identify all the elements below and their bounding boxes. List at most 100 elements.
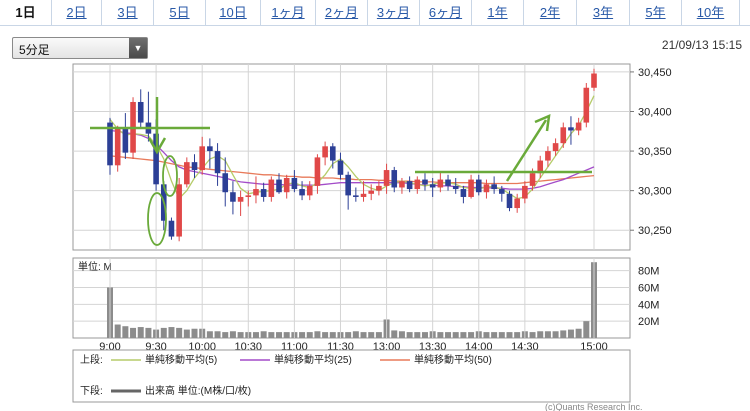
volume-bar bbox=[414, 332, 421, 338]
tab-13[interactable]: 10年 bbox=[682, 0, 740, 25]
candle-body bbox=[529, 173, 536, 186]
tab-9[interactable]: 1年 bbox=[472, 0, 524, 25]
tab-2[interactable]: 3日 bbox=[102, 0, 154, 25]
volume-y-tick-label: 80M bbox=[638, 266, 659, 278]
volume-bar bbox=[529, 332, 536, 338]
volume-bar bbox=[252, 332, 259, 338]
candle-body bbox=[214, 151, 221, 174]
candle-body bbox=[591, 73, 597, 88]
tab-12[interactable]: 5年 bbox=[630, 0, 682, 25]
candle-body bbox=[499, 189, 505, 194]
volume-bar bbox=[260, 331, 267, 338]
volume-bar bbox=[245, 332, 252, 338]
volume-bar bbox=[137, 327, 144, 338]
price-y-tick-label: 30,450 bbox=[638, 67, 672, 79]
tab-6[interactable]: 2ヶ月 bbox=[316, 0, 368, 25]
volume-chart: 80M 60M 40M 20M 単位: M 9:00 9:30 10:00 10:30 11:00… bbox=[72, 257, 659, 353]
price-plot-frame bbox=[72, 63, 631, 251]
ma5-line bbox=[109, 95, 595, 200]
candle-body bbox=[575, 122, 582, 131]
chevron-down-icon: ▼ bbox=[129, 38, 147, 58]
candle-body bbox=[245, 195, 252, 197]
x-tick-label: 13:00 bbox=[373, 341, 401, 353]
candle-body bbox=[314, 157, 321, 186]
volume-bar bbox=[160, 327, 167, 338]
volume-bar bbox=[483, 332, 490, 338]
volume-bar bbox=[398, 331, 405, 338]
volume-bar bbox=[445, 332, 452, 338]
candle-body bbox=[276, 179, 282, 193]
candle-body bbox=[460, 189, 467, 197]
candle-body bbox=[322, 146, 328, 158]
x-tick-label: 11:30 bbox=[327, 341, 354, 353]
volume-y-tick-label: 20M bbox=[638, 316, 659, 328]
candle-body bbox=[475, 179, 482, 193]
volume-y-tick-label: 60M bbox=[638, 282, 659, 294]
candle-body bbox=[176, 184, 182, 237]
candle-body bbox=[491, 184, 497, 190]
tab-0[interactable]: 1日 bbox=[0, 0, 52, 25]
volume-bar bbox=[145, 327, 152, 338]
volume-bar bbox=[460, 332, 467, 338]
x-tick-label: 15:00 bbox=[580, 341, 608, 353]
volume-bar bbox=[475, 331, 482, 338]
candle-body bbox=[268, 179, 275, 197]
tab-3[interactable]: 5日 bbox=[154, 0, 206, 25]
x-tick-label: 10:00 bbox=[188, 341, 216, 353]
tab-11[interactable]: 3年 bbox=[577, 0, 630, 25]
copyright-text: (c)Quants Research Inc. bbox=[545, 402, 643, 411]
candle-body bbox=[260, 189, 267, 197]
candle-body bbox=[253, 189, 259, 196]
tab-4[interactable]: 10日 bbox=[206, 0, 261, 25]
candle-body bbox=[184, 162, 190, 185]
candle-body bbox=[568, 127, 574, 131]
volume-bar bbox=[506, 332, 513, 338]
volume-bar bbox=[521, 331, 528, 338]
interval-select[interactable]: 5分足 ▼ bbox=[12, 37, 148, 59]
volume-bar bbox=[452, 332, 459, 338]
tab-7[interactable]: 3ヶ月 bbox=[368, 0, 420, 25]
price-chart: 30,450 30,400 30,350 30,300 30,250 bbox=[72, 63, 672, 251]
x-tick-label: 9:00 bbox=[99, 341, 120, 353]
candle-body bbox=[545, 151, 551, 161]
annotation-up-arrow-head bbox=[534, 113, 551, 132]
volume-bar bbox=[429, 331, 436, 338]
candle-body bbox=[468, 179, 474, 197]
candle-body bbox=[560, 127, 567, 144]
x-tick-label: 10:30 bbox=[235, 341, 263, 353]
volume-bar bbox=[498, 332, 505, 338]
volume-bar bbox=[368, 332, 375, 338]
candle-body bbox=[383, 170, 390, 186]
candle-body bbox=[291, 177, 298, 190]
candle-body bbox=[199, 146, 205, 171]
legend-item-label: 単純移動平均(50) bbox=[414, 353, 492, 366]
price-y-tick-label: 30,400 bbox=[638, 106, 672, 118]
volume-bar bbox=[383, 319, 390, 338]
candle-body bbox=[230, 192, 236, 202]
volume-bar bbox=[552, 331, 559, 338]
volume-bar bbox=[168, 327, 175, 338]
candle-body bbox=[329, 146, 336, 161]
candle-body bbox=[130, 101, 136, 153]
volume-bar bbox=[560, 330, 567, 338]
tab-10[interactable]: 2年 bbox=[524, 0, 577, 25]
volume-plot-frame bbox=[72, 257, 631, 339]
candle-body bbox=[399, 181, 405, 188]
annotation-down-arrow-head bbox=[147, 137, 167, 155]
volume-bar bbox=[183, 329, 190, 338]
volume-bar bbox=[283, 332, 290, 338]
volume-bar bbox=[176, 327, 183, 338]
candle-body bbox=[168, 220, 175, 237]
tab-5[interactable]: 1ヶ月 bbox=[261, 0, 316, 25]
candle-body bbox=[191, 162, 198, 171]
legend-volume-label: 出来高 単位:(M株/口/枚) bbox=[145, 384, 251, 397]
legend: 上段: 単純移動平均(5) 単純移動平均(25) 単純移動平均(50) 下段: 出来高 単… bbox=[72, 349, 643, 411]
tab-8[interactable]: 6ヶ月 bbox=[420, 0, 472, 25]
volume-bar bbox=[567, 329, 574, 338]
tab-1[interactable]: 2日 bbox=[52, 0, 102, 25]
volume-bar bbox=[222, 332, 229, 338]
volume-bar bbox=[575, 328, 582, 338]
price-y-tick-label: 30,250 bbox=[638, 225, 672, 237]
volume-bar bbox=[153, 329, 160, 338]
candle-body bbox=[360, 193, 367, 197]
